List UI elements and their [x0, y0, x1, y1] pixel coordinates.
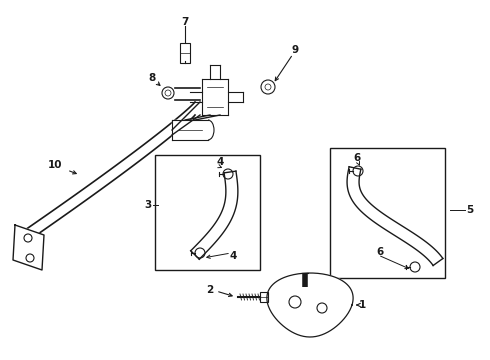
- Polygon shape: [13, 225, 44, 270]
- Bar: [180, 43, 190, 63]
- Text: 2: 2: [206, 285, 214, 295]
- Text: 5: 5: [466, 205, 474, 215]
- Text: 9: 9: [292, 45, 298, 55]
- Text: 7: 7: [181, 17, 189, 27]
- Bar: [155, 155, 260, 270]
- Polygon shape: [172, 120, 208, 140]
- Polygon shape: [267, 273, 353, 337]
- Text: 3: 3: [145, 200, 151, 210]
- Polygon shape: [201, 79, 229, 115]
- Bar: [260, 292, 268, 302]
- Text: 4: 4: [216, 157, 224, 167]
- Text: 4: 4: [229, 251, 237, 261]
- Bar: [330, 148, 445, 278]
- Text: 1: 1: [358, 300, 366, 310]
- Text: 8: 8: [148, 73, 156, 83]
- Text: 10: 10: [48, 160, 62, 170]
- Text: 6: 6: [353, 153, 361, 163]
- Text: 6: 6: [376, 247, 384, 257]
